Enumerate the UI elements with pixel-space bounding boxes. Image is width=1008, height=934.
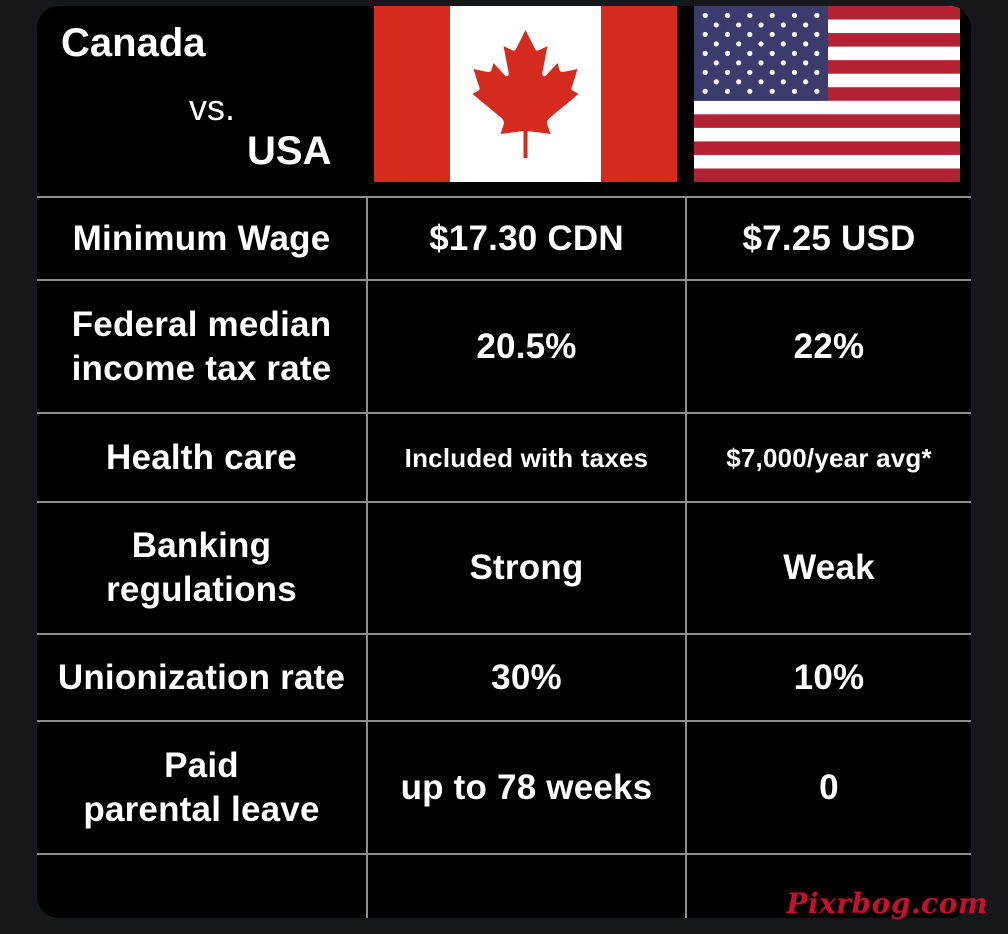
title-block: Canada vs. USA — [37, 6, 367, 198]
canada-minimum-wage: $17.30 CDN — [429, 218, 624, 258]
usa-minimum-wage: $7.25 USD — [742, 218, 916, 258]
title-vs: vs. — [189, 87, 236, 128]
usa-health-care: $7,000/year avg* — [726, 442, 932, 473]
canada-unionization: 30% — [491, 657, 562, 697]
row-label-minimum-wage: Minimum Wage — [72, 218, 331, 258]
row-label-banking: Banking regulations — [106, 526, 297, 609]
comparison-card: Canada vs. USA — [37, 6, 971, 918]
canada-income-tax: 20.5% — [476, 326, 577, 366]
row-label-unionization: Unionization rate — [57, 657, 346, 697]
canada-flag-icon — [374, 6, 677, 182]
usa-income-tax: 22% — [793, 326, 865, 366]
canada-parental-leave: up to 78 weeks — [400, 767, 653, 807]
row-label-empty — [37, 855, 366, 918]
title-usa: USA — [247, 129, 332, 173]
canada-banking: Strong — [469, 548, 584, 587]
usa-parental-leave: 0 — [819, 767, 839, 807]
usa-unionization: 10% — [793, 657, 865, 697]
row-label-parental-leave: Paid parental leave — [83, 745, 320, 829]
usa-flag-icon — [694, 6, 960, 182]
row-label-health-care: Health care — [106, 437, 297, 477]
title-canada: Canada — [61, 21, 206, 65]
canada-health-care: Included with taxes — [404, 442, 649, 473]
watermark: Pixrbog.com — [786, 887, 988, 920]
canada-empty — [368, 855, 685, 918]
usa-banking: Weak — [783, 548, 875, 587]
row-label-income-tax: Federal median income tax rate — [71, 304, 332, 388]
